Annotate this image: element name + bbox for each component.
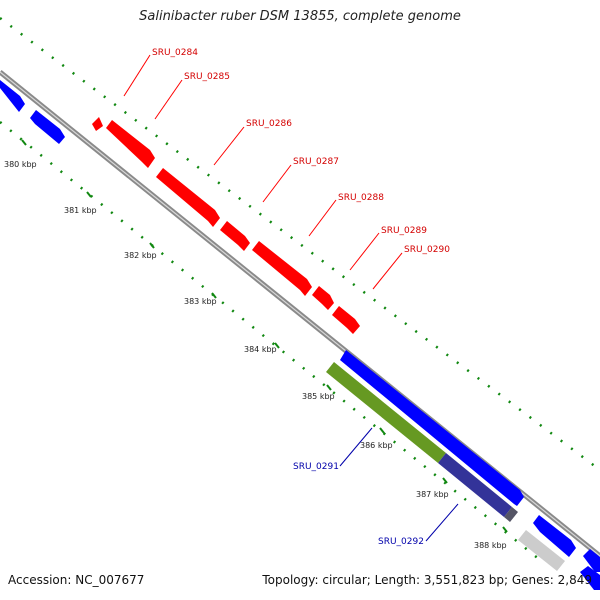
tick-label: 387 kbp xyxy=(416,490,449,499)
gene-SRU_0291 xyxy=(340,350,524,506)
tick-label: 388 kbp xyxy=(474,541,507,550)
gene-label: SRU_0288 xyxy=(338,193,384,203)
gene-SRU_0284 xyxy=(92,117,103,131)
gene-label: SRU_0287 xyxy=(293,157,339,167)
genome-summary-text: Topology: circular; Length: 3,551,823 bp… xyxy=(262,573,592,587)
outer-dotted-ring xyxy=(0,17,600,471)
gene-reverse-right-3 xyxy=(580,566,600,590)
gc-content-track xyxy=(326,362,565,571)
gene-SRU_0287 xyxy=(220,221,250,251)
inner-dotted-ring xyxy=(0,121,541,561)
gene-SRU_0289 xyxy=(312,286,334,310)
gene-reverse-right-1 xyxy=(533,515,576,557)
gene-label: SRU_0285 xyxy=(184,72,230,82)
reverse-label-leaders xyxy=(339,427,459,542)
reverse-gene-labels: SRU_0291 SRU_0292 xyxy=(293,462,424,547)
tick-label: 383 kbp xyxy=(184,297,217,306)
gene-label: SRU_0284 xyxy=(152,48,198,58)
tick-label: 381 kbp xyxy=(64,206,97,215)
map-title: Salinibacter ruber DSM 13855, complete g… xyxy=(139,9,461,24)
gene-label: SRU_0292 xyxy=(378,537,424,547)
tick-label: 386 kbp xyxy=(360,441,393,450)
gc-segment-light xyxy=(518,530,565,571)
reverse-genes xyxy=(0,80,600,590)
gene-label: SRU_0290 xyxy=(404,245,450,255)
gc-segment-purple xyxy=(438,453,512,517)
tick-marks xyxy=(21,139,508,533)
tick-label: 384 kbp xyxy=(244,345,277,354)
tick-label: 385 kbp xyxy=(302,392,335,401)
gene-SRU_0288 xyxy=(252,241,312,296)
forward-gene-labels: SRU_0284 SRU_0285 SRU_0286 SRU_0287 SRU_… xyxy=(152,48,450,255)
gene-label: SRU_0289 xyxy=(381,226,427,236)
tick-label: 380 kbp xyxy=(4,160,37,169)
gene-reverse-right-2 xyxy=(583,549,600,572)
gene-SRU_0286 xyxy=(156,168,220,227)
accession-text: Accession: NC_007677 xyxy=(8,573,145,587)
gene-SRU_0290 xyxy=(332,306,360,334)
gc-segment-grey xyxy=(504,507,518,522)
gene-reverse-left-1 xyxy=(0,80,25,112)
tick-labels: 380 kbp 381 kbp 382 kbp 383 kbp 384 kbp … xyxy=(4,160,507,550)
forward-genes xyxy=(92,117,360,334)
gene-reverse-left-2 xyxy=(30,110,65,144)
forward-label-leaders xyxy=(123,54,403,290)
gene-label: SRU_0291 xyxy=(293,462,339,472)
tick-label: 382 kbp xyxy=(124,251,157,260)
gc-segment-green xyxy=(326,362,446,463)
gene-SRU_0285 xyxy=(106,120,155,168)
gene-label: SRU_0286 xyxy=(246,119,292,129)
